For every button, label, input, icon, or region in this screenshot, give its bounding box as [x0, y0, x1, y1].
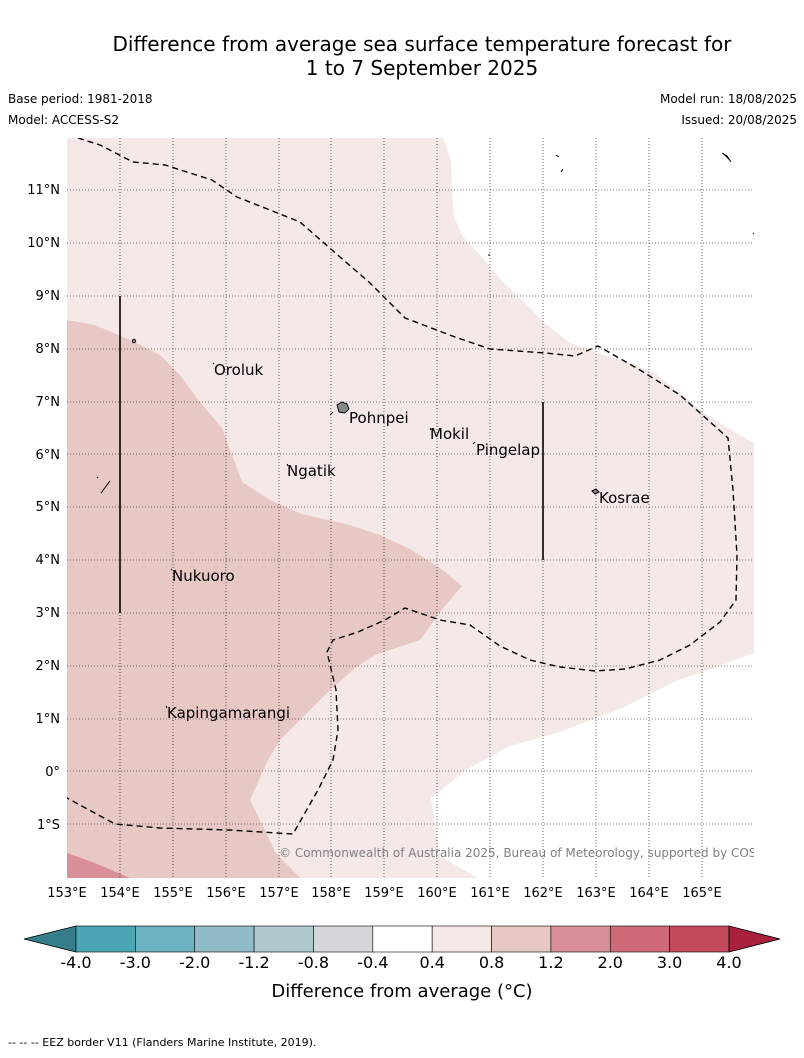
base-period-text: Base period: 1981-2018 [8, 92, 153, 106]
colorbar: -4.0 -3.0 -2.0 -1.2 -0.8 -0.4 0.4 0.8 1.2 2.0 3.0 4… [23, 925, 781, 1002]
lon-label: 160°E [417, 886, 457, 901]
lat-label: 3°N [36, 606, 61, 621]
place-label-oroluk: Oroluk [214, 361, 263, 379]
lon-label: 165°E [682, 886, 722, 901]
colorbar-tick-label: -1.2 [238, 953, 269, 972]
lat-label: 1°N [36, 712, 61, 727]
colorbar-tick-label: 3.0 [657, 953, 682, 972]
colorbar-tick-label: 2.0 [598, 953, 623, 972]
place-label-pohnpei: Pohnpei [349, 409, 409, 427]
lat-label: 6°N [36, 448, 61, 463]
colorbar-segment [550, 925, 611, 953]
lon-label: 153°E [47, 886, 87, 901]
lon-label: 159°E [364, 886, 404, 901]
colorbar-tick-label: -0.8 [298, 953, 329, 972]
colorbar-segment [313, 925, 374, 953]
colorbar-segment [609, 925, 670, 953]
place-label-kapingamarangi: Kapingamarangi [167, 704, 290, 722]
colorbar-segment [135, 925, 196, 953]
lon-label: 158°E [311, 886, 351, 901]
map-figure: Oroluk Pohnpei Mokil Pingelap Ngatik Kos… [23, 138, 784, 1002]
lat-label: 5°N [36, 500, 61, 515]
colorbar-segment [194, 925, 255, 953]
lon-label: 154°E [100, 886, 140, 901]
place-label-ngatik: Ngatik [287, 462, 336, 480]
place-label-nukuoro: Nukuoro [172, 567, 235, 585]
map-area: Oroluk Pohnpei Mokil Pingelap Ngatik Kos… [67, 138, 784, 878]
lat-label: 11°N [27, 183, 60, 198]
lat-label: 2°N [36, 659, 61, 674]
islet-mark [488, 232, 754, 256]
place-label-mokil: Mokil [430, 425, 469, 443]
lat-label: 10°N [27, 236, 60, 251]
latitude-axis: 11°N 10°N 9°N 8°N 7°N 6°N 5°N 4°N 3°N 2°… [27, 183, 60, 833]
atoll-marks [165, 362, 476, 709]
lon-label: 161°E [470, 886, 510, 901]
colorbar-tick-label: -2.0 [179, 953, 210, 972]
graticule [67, 138, 754, 878]
anomaly-fill-0.8-1.2 [67, 320, 462, 878]
colorbar-title: Difference from average (°C) [271, 981, 532, 1002]
anomaly-fill-1.2-2.0 [67, 853, 130, 878]
islet-mark [131, 338, 137, 344]
colorbar-tick-label: 1.2 [538, 953, 563, 972]
lat-label: 4°N [36, 553, 61, 568]
colorbar-segment [75, 925, 136, 953]
lon-label: 164°E [629, 886, 669, 901]
colorbar-segment [372, 925, 433, 953]
colorbar-segment [491, 925, 552, 953]
near-average-area-southeast [431, 653, 754, 878]
colorbar-tick-label: 0.8 [479, 953, 504, 972]
near-average-area-northeast [443, 138, 754, 443]
map-title: Difference from average sea surface temp… [60, 32, 784, 80]
colorbar-tick-label: 4.0 [716, 953, 741, 972]
model-run-text: Model run: 18/08/2025 [659, 92, 797, 106]
kosrae-island-shape [591, 488, 600, 495]
eez-legend-note: -- -- -- EEZ border V11 (Flanders Marine… [8, 1036, 317, 1049]
lon-label: 155°E [153, 886, 193, 901]
colorbar-tick-label: -4.0 [60, 953, 91, 972]
pohnpei-island-shape [336, 401, 350, 414]
copyright-notice: © Commonwealth of Australia 2025, Bureau… [279, 846, 784, 860]
lat-label: 1°S [37, 818, 60, 833]
islet-mark [329, 411, 334, 416]
place-label-pingelap: Pingelap [476, 441, 540, 459]
lat-label: 8°N [36, 342, 61, 357]
colorbar-tick-labels: -4.0 -3.0 -2.0 -1.2 -0.8 -0.4 0.4 0.8 1.2 2.0 3.0 4… [60, 953, 741, 972]
lat-label: 9°N [36, 289, 61, 304]
colorbar-over-arrow [728, 925, 781, 953]
longitude-axis: 153°E 154°E 155°E 156°E 157°E 158°E 159°… [47, 886, 722, 901]
colorbar-tick-label: -3.0 [120, 953, 151, 972]
colorbar-segment [253, 925, 314, 953]
lon-label: 163°E [576, 886, 616, 901]
title-line-2: 1 to 7 September 2025 [305, 56, 539, 80]
islet-mark [721, 152, 732, 163]
issued-text: Issued: 20/08/2025 [681, 113, 797, 127]
model-text: Model: ACCESS-S2 [8, 113, 120, 127]
title-line-1: Difference from average sea surface temp… [112, 32, 732, 56]
lon-label: 156°E [206, 886, 246, 901]
colorbar-segments [75, 925, 730, 953]
lon-label: 157°E [259, 886, 299, 901]
islet-mark [96, 476, 111, 494]
lat-label: 7°N [36, 395, 61, 410]
colorbar-segment [431, 925, 492, 953]
islet-mark [555, 154, 564, 173]
lon-label: 162°E [523, 886, 563, 901]
colorbar-tick-label: 0.4 [419, 953, 444, 972]
colorbar-segment [669, 925, 730, 953]
colorbar-tick-label: -0.4 [357, 953, 388, 972]
colorbar-under-arrow [23, 925, 77, 953]
eez-border [67, 138, 738, 835]
lat-label: 0° [45, 765, 60, 780]
place-label-kosrae: Kosrae [599, 489, 650, 507]
